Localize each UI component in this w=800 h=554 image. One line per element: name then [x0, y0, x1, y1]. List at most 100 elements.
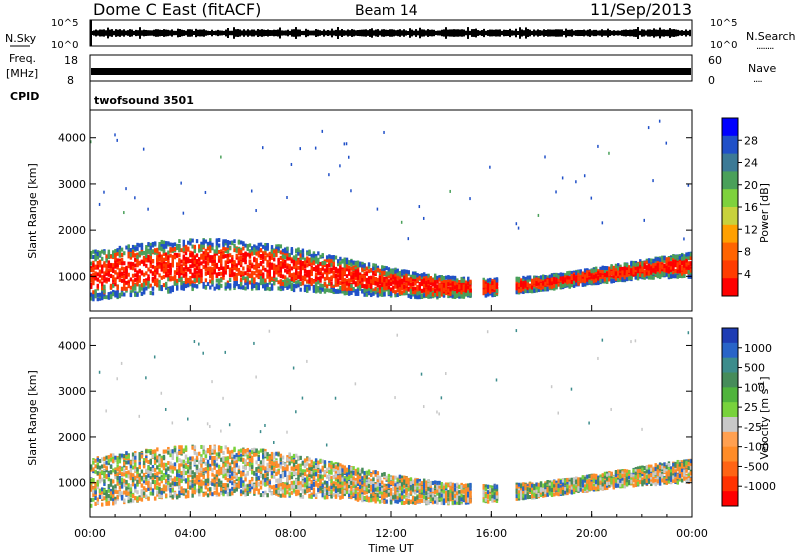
power-cell — [149, 248, 152, 253]
power-cell — [469, 288, 472, 293]
power-cell — [348, 282, 351, 287]
power-cell — [453, 281, 457, 286]
power-cell — [153, 250, 157, 255]
power-cell — [394, 284, 397, 289]
power-cell — [209, 258, 212, 263]
power-cell — [178, 253, 181, 258]
nsky-bar — [575, 30, 577, 36]
power-cell — [630, 264, 633, 269]
power-cell — [400, 220, 403, 224]
power-cell — [101, 291, 104, 296]
freq-tick-top: 18 — [64, 54, 78, 67]
velocity-cell — [129, 493, 133, 498]
nsky-bar — [167, 29, 169, 37]
power-cell — [341, 258, 344, 263]
nsky-bar — [171, 29, 173, 37]
power-cell — [295, 256, 298, 261]
power-cell — [683, 263, 686, 268]
power-cell — [403, 285, 406, 290]
power-cell — [381, 275, 384, 280]
power-cell — [138, 287, 141, 292]
power-cell — [140, 243, 144, 248]
power-cell — [398, 271, 402, 276]
power-cell — [195, 270, 199, 275]
nsky-bar — [545, 30, 547, 36]
velocity-cell — [105, 501, 108, 506]
nsky-bar — [351, 29, 353, 37]
nsky-bar — [115, 29, 117, 37]
power-cell — [149, 245, 152, 250]
power-cell — [253, 256, 256, 261]
power-cell — [392, 274, 395, 279]
velocity-cell — [131, 465, 135, 470]
freq-tick-bottom: 8 — [67, 74, 74, 87]
power-cell — [123, 281, 126, 286]
power-cell — [273, 273, 276, 278]
power-cell — [193, 262, 197, 267]
power-cell — [469, 279, 472, 284]
power-cell — [685, 252, 688, 257]
power-cell — [262, 274, 265, 279]
power-cell — [520, 281, 523, 286]
velocity-cell — [92, 493, 95, 498]
power-cell — [147, 258, 150, 263]
power-cell — [383, 284, 386, 289]
power-cell — [118, 268, 122, 273]
power-cell — [451, 290, 455, 295]
power-cell — [321, 284, 324, 289]
power-cell — [246, 246, 249, 251]
power-cell — [105, 263, 108, 268]
power-cell — [257, 282, 260, 287]
power-cell — [202, 259, 205, 264]
power-cell — [378, 289, 382, 294]
power-cell — [182, 257, 186, 262]
station-title: Dome C East (fitACF) — [93, 0, 261, 19]
power-cell — [405, 269, 408, 274]
power-cell — [381, 286, 384, 291]
power-cell — [242, 285, 245, 290]
power-cell — [184, 267, 188, 272]
velocity-cell — [123, 454, 126, 459]
nsky-bar — [397, 29, 399, 37]
power-cell — [162, 267, 166, 272]
power-cell — [416, 278, 419, 283]
power-cell — [259, 254, 263, 259]
power-cell — [367, 262, 371, 267]
power-cell — [581, 281, 585, 286]
power-cell — [350, 275, 353, 280]
power-cell — [134, 292, 137, 297]
power-cell — [484, 287, 488, 292]
nsky-bar — [427, 29, 429, 37]
power-cell — [438, 284, 441, 289]
power-cell — [142, 282, 146, 287]
power-cell — [533, 284, 536, 289]
power-cell — [438, 277, 441, 282]
power-cell — [209, 270, 212, 275]
power-cell — [405, 272, 408, 277]
power-cell — [217, 280, 221, 285]
power-cell — [517, 226, 520, 230]
nsky-bar — [601, 29, 603, 37]
power-cell — [469, 197, 471, 201]
velocity-cell — [107, 501, 111, 506]
power-cell — [425, 282, 428, 287]
power-cell — [156, 268, 159, 273]
power-cell — [101, 286, 104, 291]
power-cell — [330, 283, 333, 288]
power-cell — [464, 292, 468, 297]
velocity-cell — [118, 485, 122, 490]
power-cell — [350, 271, 353, 276]
power-cell — [493, 286, 496, 291]
power-cell — [663, 263, 666, 268]
power-cell — [458, 291, 461, 296]
power-cell — [94, 291, 97, 296]
power-cell — [264, 278, 267, 283]
power-cell — [131, 279, 135, 284]
power-cell — [317, 288, 320, 293]
power-cell — [123, 267, 126, 272]
velocity-cell — [127, 470, 130, 475]
velocity-cell — [101, 464, 104, 469]
power-cell — [279, 287, 283, 292]
nsky-bar — [675, 29, 677, 37]
velocity-cell — [127, 460, 130, 465]
